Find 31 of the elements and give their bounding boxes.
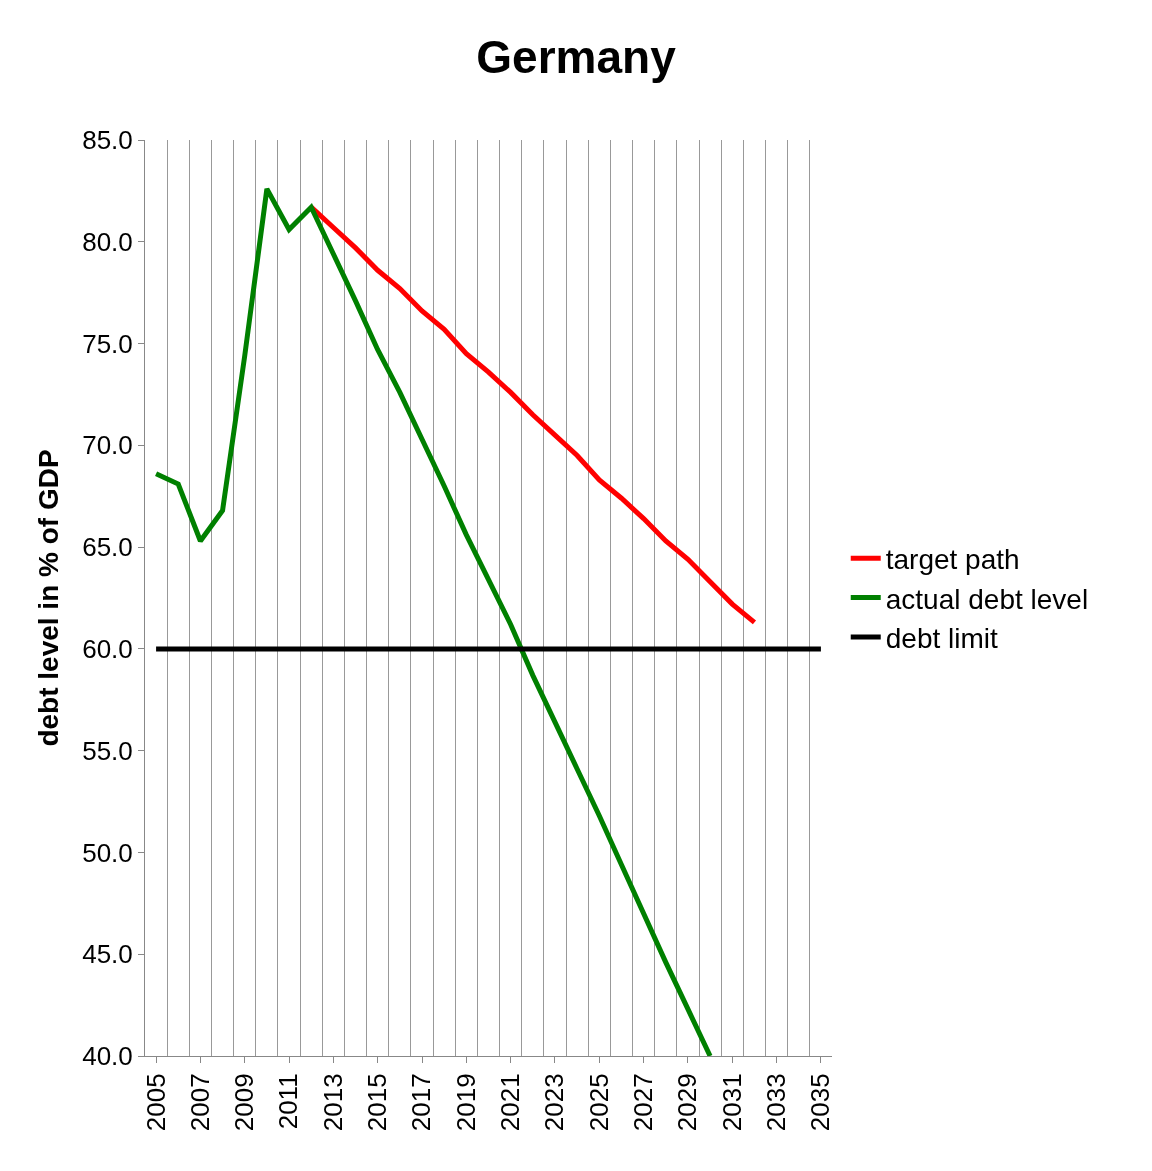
y-tick-label: 55.0 <box>82 735 133 766</box>
x-tick-label: 2017 <box>406 1073 437 1132</box>
y-tick-label: 45.0 <box>82 939 133 970</box>
x-tick-label: 2027 <box>628 1073 659 1132</box>
x-tick-label: 2009 <box>229 1073 260 1132</box>
x-tick-label: 2005 <box>140 1073 171 1132</box>
y-tick-label: 85.0 <box>82 125 133 156</box>
y-tick-label: 75.0 <box>82 328 133 359</box>
y-tick-label: 50.0 <box>82 837 133 868</box>
chart-title: Germany <box>476 31 677 84</box>
x-tick-label: 2007 <box>184 1073 215 1132</box>
x-tick-label: 2013 <box>317 1073 348 1132</box>
x-tick-label: 2033 <box>761 1073 792 1132</box>
x-tick-label: 2031 <box>716 1073 747 1132</box>
y-axis-title: debt level in % of GDP <box>32 449 64 747</box>
x-tick-label: 2021 <box>495 1073 526 1132</box>
legend-label: target path <box>885 544 1020 576</box>
y-tick-label: 40.0 <box>82 1041 133 1072</box>
y-tick-label: 65.0 <box>82 532 133 563</box>
x-tick-label: 2015 <box>362 1073 393 1132</box>
x-tick-label: 2035 <box>805 1073 836 1132</box>
y-tick-label: 70.0 <box>82 430 133 461</box>
x-tick-label: 2025 <box>583 1073 614 1132</box>
y-tick-label: 80.0 <box>82 226 133 257</box>
y-tick-label: 60.0 <box>82 633 133 664</box>
x-tick-label: 2023 <box>539 1073 570 1132</box>
x-tick-label: 2011 <box>273 1073 304 1130</box>
x-tick-label: 2019 <box>450 1073 481 1132</box>
x-tick-label: 2029 <box>672 1073 703 1132</box>
legend-label: debt limit <box>885 622 998 654</box>
legend-label: actual debt level <box>885 583 1089 615</box>
